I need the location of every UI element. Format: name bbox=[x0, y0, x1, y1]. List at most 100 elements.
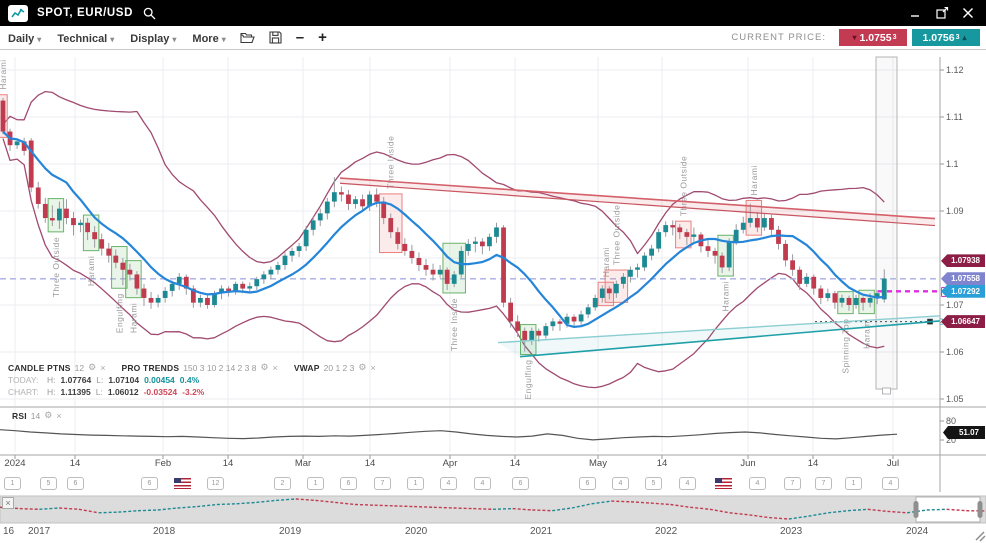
highlight-handle[interactable] bbox=[882, 387, 891, 395]
save-icon[interactable] bbox=[269, 31, 282, 44]
candle-body-bull[interactable] bbox=[451, 274, 457, 284]
candle-body-bear[interactable] bbox=[35, 187, 41, 204]
menu-display[interactable]: Display ▾ bbox=[130, 32, 177, 45]
candle-body-bull[interactable] bbox=[543, 326, 549, 336]
candle-body-bull[interactable] bbox=[825, 293, 831, 298]
candle-body-bear[interactable] bbox=[515, 321, 521, 331]
candle-body-bear[interactable] bbox=[444, 269, 450, 284]
navigator-left-handle[interactable] bbox=[913, 501, 919, 518]
trend-line[interactable] bbox=[519, 320, 941, 358]
candle-body-bear[interactable] bbox=[205, 297, 210, 305]
candle-body-bull[interactable] bbox=[268, 269, 274, 275]
candle-body-bull[interactable] bbox=[621, 276, 626, 284]
candle-body-bull[interactable] bbox=[726, 241, 732, 268]
candle-body-bull[interactable] bbox=[656, 232, 662, 249]
candle-body-bear[interactable] bbox=[148, 297, 154, 303]
calendar-event-icon[interactable]: 7 bbox=[815, 477, 832, 490]
candle-body-bear[interactable] bbox=[402, 243, 408, 251]
candle-body-bull[interactable] bbox=[465, 243, 471, 251]
candle-body-bull[interactable] bbox=[487, 236, 492, 247]
candle-body-bull[interactable] bbox=[212, 293, 217, 305]
candle-body-bear[interactable] bbox=[183, 276, 189, 289]
candle-body-bear[interactable] bbox=[226, 288, 231, 291]
candle-body-bull[interactable] bbox=[317, 213, 323, 221]
candle-body-bull[interactable] bbox=[853, 297, 859, 305]
trend-line[interactable] bbox=[497, 315, 941, 344]
candle-body-bear[interactable] bbox=[536, 330, 542, 336]
candle-body-bull[interactable] bbox=[198, 297, 203, 303]
candle-body-bear[interactable] bbox=[423, 265, 429, 270]
candle-body-bull[interactable] bbox=[881, 278, 887, 300]
calendar-event-icon[interactable]: 12 bbox=[207, 477, 224, 490]
candle-body-bear[interactable] bbox=[712, 250, 718, 256]
candle-body-bear[interactable] bbox=[99, 239, 105, 249]
candle-body-bull[interactable] bbox=[804, 276, 810, 284]
candle-body-bull[interactable] bbox=[663, 225, 669, 233]
zoom-in-button[interactable]: + bbox=[318, 29, 327, 46]
candle-body-bear[interactable] bbox=[381, 201, 387, 219]
candle-body-bear[interactable] bbox=[818, 288, 824, 298]
candle-patterns-remove-icon[interactable]: × bbox=[100, 362, 106, 373]
trend-line[interactable] bbox=[339, 182, 936, 227]
candle-body-bull[interactable] bbox=[635, 267, 640, 270]
us-flag-event-icon[interactable] bbox=[715, 478, 732, 489]
menu-more[interactable]: More ▾ bbox=[192, 32, 226, 45]
candle-body-bear[interactable] bbox=[49, 218, 55, 221]
navigator-right-handle[interactable] bbox=[977, 501, 983, 518]
candle-body-bull[interactable] bbox=[867, 297, 873, 303]
calendar-event-icon[interactable]: 4 bbox=[612, 477, 629, 490]
calendar-event-icon[interactable]: 5 bbox=[645, 477, 662, 490]
candle-body-bear[interactable] bbox=[409, 250, 415, 258]
minimize-button[interactable] bbox=[908, 5, 924, 21]
calendar-event-icon[interactable]: 6 bbox=[579, 477, 596, 490]
candle-body-bull[interactable] bbox=[585, 307, 591, 315]
calendar-event-icon[interactable]: 2 bbox=[274, 477, 291, 490]
candle-body-bear[interactable] bbox=[339, 192, 344, 195]
calendar-event-icon[interactable]: 6 bbox=[141, 477, 158, 490]
candle-body-bull[interactable] bbox=[839, 297, 845, 303]
calendar-event-icon[interactable]: 4 bbox=[749, 477, 766, 490]
candle-body-bear[interactable] bbox=[811, 276, 817, 289]
candle-body-bear[interactable] bbox=[860, 297, 866, 303]
candle-body-bear[interactable] bbox=[92, 232, 98, 240]
calendar-event-icon[interactable]: 6 bbox=[512, 477, 529, 490]
search-icon[interactable] bbox=[143, 7, 156, 20]
candle-body-bear[interactable] bbox=[106, 248, 112, 256]
pro-trends-settings-icon[interactable]: ⚙ bbox=[260, 362, 269, 372]
rsi-settings-icon[interactable]: ⚙ bbox=[44, 410, 53, 420]
candle-body-bull[interactable] bbox=[78, 222, 83, 226]
candle-body-bull[interactable] bbox=[261, 274, 267, 280]
vwap-remove-icon[interactable]: × bbox=[370, 362, 376, 373]
calendar-event-icon[interactable]: 7 bbox=[784, 477, 801, 490]
candle-body-bear[interactable] bbox=[557, 321, 563, 324]
candle-body-bear[interactable] bbox=[797, 269, 803, 284]
candle-body-bull[interactable] bbox=[649, 248, 654, 256]
candle-patterns-settings-icon[interactable]: ⚙ bbox=[88, 362, 97, 372]
candle-body-bear[interactable] bbox=[430, 269, 436, 275]
candle-body-bull[interactable] bbox=[592, 297, 598, 308]
candle-body-bear[interactable] bbox=[120, 262, 126, 270]
candle-body-bull[interactable] bbox=[628, 269, 633, 277]
candle-body-bull[interactable] bbox=[303, 229, 309, 247]
candle-body-bull[interactable] bbox=[275, 265, 281, 270]
calendar-event-icon[interactable]: 7 bbox=[374, 477, 391, 490]
candle-body-bull[interactable] bbox=[367, 194, 372, 207]
calendar-event-icon[interactable]: 1 bbox=[307, 477, 324, 490]
candle-body-bear[interactable] bbox=[127, 269, 133, 275]
candle-body-bull[interactable] bbox=[740, 222, 746, 230]
candle-body-bear[interactable] bbox=[388, 218, 394, 233]
us-flag-event-icon[interactable] bbox=[174, 478, 191, 489]
candle-body-bull[interactable] bbox=[155, 297, 161, 303]
calendar-event-icon[interactable]: 4 bbox=[474, 477, 491, 490]
chart-stage[interactable]: 2 Harami Three Outside Harami Engulfing Haram… bbox=[0, 50, 986, 543]
candle-body-bear[interactable] bbox=[719, 255, 725, 268]
candle-body-bear[interactable] bbox=[360, 199, 365, 207]
candle-body-bull[interactable] bbox=[310, 220, 316, 230]
candle-body-bear[interactable] bbox=[480, 241, 485, 247]
candle-body-bear[interactable] bbox=[85, 222, 90, 233]
resize-handle[interactable] bbox=[975, 531, 985, 541]
calendar-event-icon[interactable]: 4 bbox=[679, 477, 696, 490]
candle-body-bull[interactable] bbox=[437, 269, 443, 275]
candle-body-bear[interactable] bbox=[134, 274, 140, 289]
menu-daily[interactable]: Daily ▾ bbox=[8, 32, 42, 45]
